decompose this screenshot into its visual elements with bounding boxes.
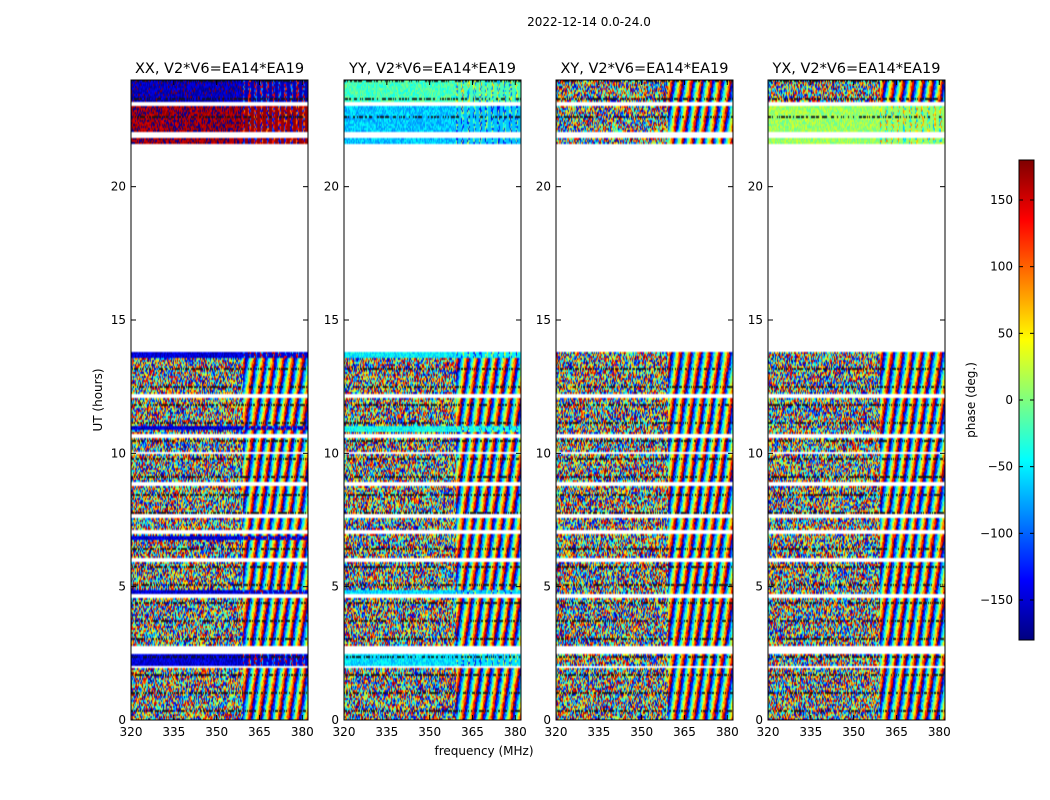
panel-4: YX, V2*V6=EA14*EA19 320 335 350 365 380 0 5 10 15… <box>748 61 951 739</box>
x-tick-label: 335 <box>375 725 398 739</box>
panel-title: YY, V2*V6=EA14*EA19 <box>348 61 516 77</box>
y-tick-label: 10 <box>324 446 339 460</box>
y-tick-label: 10 <box>748 446 763 460</box>
y-tick-label: 15 <box>748 313 763 327</box>
panel-1: XX, V2*V6=EA14*EA19 320 335 350 365 380 0 5 10 15… <box>111 61 314 739</box>
y-tick-label: 0 <box>543 713 551 727</box>
x-tick-label: 365 <box>248 725 271 739</box>
y-tick-label: 20 <box>748 180 763 194</box>
y-tick-label: 0 <box>331 713 339 727</box>
panel-title: YX, V2*V6=EA14*EA19 <box>771 61 940 77</box>
y-tick-label: 20 <box>324 180 339 194</box>
panel-2: YY, V2*V6=EA14*EA19 320 335 350 365 380 0 5 10 15… <box>324 61 527 739</box>
colorbar-tick-label: −50 <box>988 460 1013 474</box>
x-tick-label: 380 <box>291 725 314 739</box>
heatmap-image-2 <box>344 80 521 720</box>
colorbar-tick-label: −100 <box>980 526 1013 540</box>
panel-frame <box>343 79 522 721</box>
x-tick-label: 350 <box>418 725 441 739</box>
x-tick-label: 380 <box>928 725 951 739</box>
colorbar-tick-label: 50 <box>998 326 1013 340</box>
y-tick-label: 0 <box>118 713 126 727</box>
x-tick-label: 380 <box>504 725 527 739</box>
colorbar-label: phase (deg.) <box>964 362 978 438</box>
x-tick-label: 380 <box>716 725 739 739</box>
colorbar-tick-label: 0 <box>1005 393 1013 407</box>
x-tick-label: 350 <box>842 725 865 739</box>
colorbar-tick-label: −150 <box>980 593 1013 607</box>
heatmap-image-4 <box>768 80 945 720</box>
y-tick-label: 5 <box>118 580 126 594</box>
x-tick-label: 350 <box>205 725 228 739</box>
y-tick-label: 15 <box>536 313 551 327</box>
colorbar-tick-label: 150 <box>990 193 1013 207</box>
y-tick-label: 5 <box>543 580 551 594</box>
x-tick-label: 335 <box>799 725 822 739</box>
panel-3: XY, V2*V6=EA14*EA19 320 335 350 365 380 0 5 10 15… <box>536 61 739 739</box>
y-tick-label: 10 <box>111 446 126 460</box>
x-tick-label: 320 <box>333 725 356 739</box>
panel-frame <box>767 79 946 721</box>
y-tick-label: 20 <box>536 180 551 194</box>
x-tick-label: 320 <box>120 725 143 739</box>
panel-frame <box>555 79 734 721</box>
y-tick-label: 10 <box>536 446 551 460</box>
colorbar-tick-label: 100 <box>990 260 1013 274</box>
y-tick-label: 5 <box>755 580 763 594</box>
heatmap-image-3 <box>556 80 733 720</box>
y-tick-label: 5 <box>331 580 339 594</box>
colorbar: 150 100 50 0 −50 −100 −150 <box>980 159 1035 641</box>
x-tick-label: 365 <box>673 725 696 739</box>
y-tick-label: 0 <box>755 713 763 727</box>
x-tick-label: 320 <box>545 725 568 739</box>
x-tick-label: 320 <box>757 725 780 739</box>
heatmap-image-1 <box>131 80 308 720</box>
y-tick-label: 15 <box>111 313 126 327</box>
x-tick-label: 365 <box>461 725 484 739</box>
y-tick-label: 20 <box>111 180 126 194</box>
x-tick-label: 350 <box>630 725 653 739</box>
panel-frame <box>130 79 309 721</box>
figure-suptitle: 2022-12-14 0.0-24.0 <box>527 15 651 29</box>
x-tick-label: 335 <box>587 725 610 739</box>
panel-title: XX, V2*V6=EA14*EA19 <box>135 61 304 77</box>
panels: XX, V2*V6=EA14*EA19 320 335 350 365 380 0 5 10 15… <box>111 61 951 739</box>
colorbar-ticks: 150 100 50 0 −50 −100 −150 <box>980 193 1034 607</box>
x-axis-label: frequency (MHz) <box>434 744 533 758</box>
x-tick-label: 365 <box>885 725 908 739</box>
y-tick-label: 15 <box>324 313 339 327</box>
y-axis-label: UT (hours) <box>91 368 105 431</box>
panel-title: XY, V2*V6=EA14*EA19 <box>560 61 728 77</box>
x-tick-label: 335 <box>162 725 185 739</box>
